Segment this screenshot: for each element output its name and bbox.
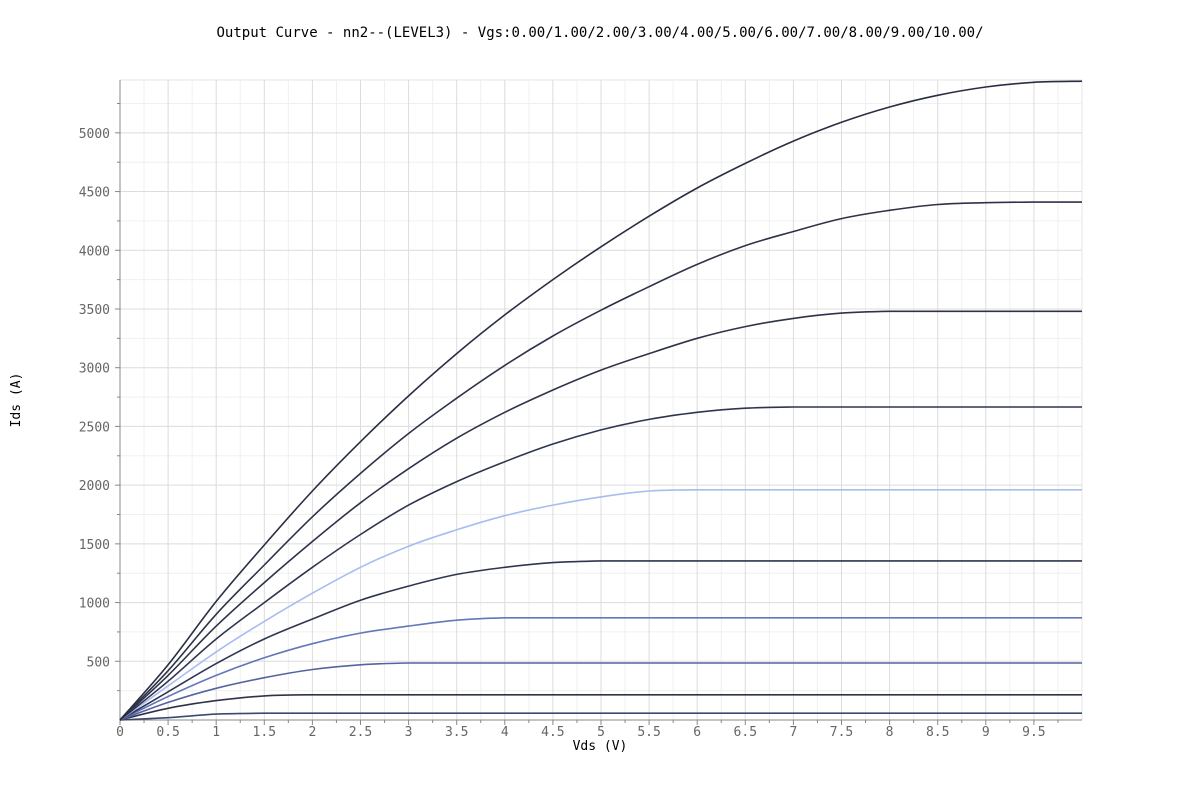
series-line-6 [119, 488, 1082, 721]
series-line-4 [119, 617, 1082, 721]
y-axis-label: Ids (A) [9, 373, 24, 428]
x-tick-label: 2.5 [349, 725, 372, 740]
x-tick-label: 5 [597, 725, 605, 740]
x-tick-label: 8 [886, 725, 894, 740]
x-tick-label: 9.5 [1022, 725, 1045, 740]
x-tick-label: 0.5 [156, 725, 179, 740]
chart-title: Output Curve - nn2--(LEVEL3) - Vgs:0.00/… [216, 25, 983, 41]
x-tick-label: 0 [116, 725, 124, 740]
x-tick-label: 1.5 [253, 725, 276, 740]
x-tick-label: 8.5 [926, 725, 949, 740]
x-tick-label: 7 [789, 725, 797, 740]
x-tick-label: 1 [212, 725, 220, 740]
series-line-7 [119, 406, 1082, 721]
x-axis-label: Vds (V) [573, 739, 628, 754]
axes: 0 0.5 1 1.5 2 2.5 3 3.5 4 4.5 5 5.5 6 6.5 7 7.5 8 8.5 9 9.5… [79, 80, 1082, 740]
x-tick-label: 5.5 [637, 725, 660, 740]
y-tick-label: 3500 [79, 303, 110, 318]
y-tick-label: 2500 [79, 420, 110, 435]
series-line-1 [119, 712, 1082, 721]
series-line-9 [119, 201, 1082, 721]
series-lines [119, 80, 1083, 721]
x-tick-label: 3.5 [445, 725, 468, 740]
series-line-3 [119, 662, 1082, 721]
series-line-8 [119, 310, 1082, 721]
y-tick-label: 5000 [79, 127, 110, 142]
x-tick-label: 6 [693, 725, 701, 740]
x-tick-label: 7.5 [830, 725, 853, 740]
x-tick-label: 4.5 [541, 725, 564, 740]
y-tick-label: 1000 [79, 597, 110, 612]
y-tick-label: 2000 [79, 479, 110, 494]
x-tick-label: 3 [405, 725, 413, 740]
x-tick-label: 2 [308, 725, 316, 740]
y-tick-label: 500 [87, 655, 110, 670]
x-tick-label: 4 [501, 725, 509, 740]
y-tick-label: 4000 [79, 244, 110, 259]
series-line-2 [119, 694, 1082, 721]
y-tick-label: 1500 [79, 538, 110, 553]
x-tick-label: 6.5 [734, 725, 757, 740]
series-line-5 [119, 560, 1082, 721]
grid [119, 79, 1083, 721]
y-tick-label: 3000 [79, 362, 110, 377]
series-line-10 [119, 80, 1083, 721]
y-tick-label: 4500 [79, 186, 110, 201]
x-tick-label: 9 [982, 725, 990, 740]
